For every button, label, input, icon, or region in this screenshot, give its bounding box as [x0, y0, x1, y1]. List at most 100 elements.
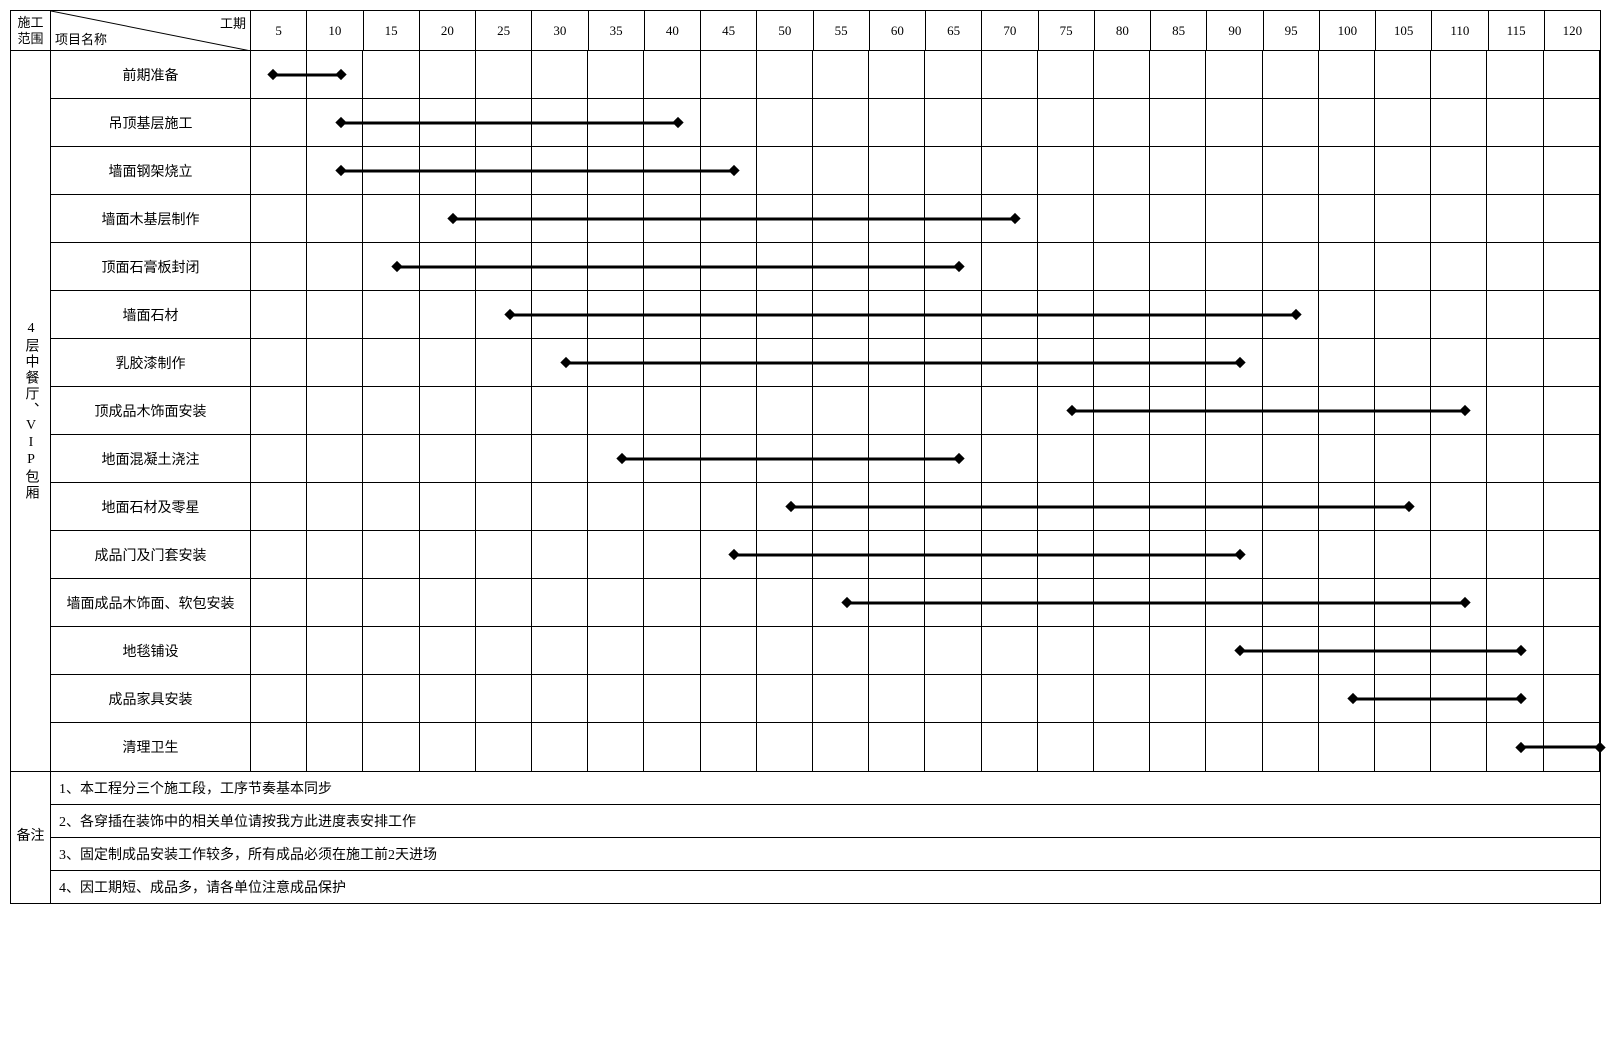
- grid-cell: [363, 339, 419, 386]
- grid-cell: [813, 723, 869, 771]
- grid-cell: [813, 675, 869, 722]
- grid-cell: [701, 99, 757, 146]
- grid-cell: [925, 627, 981, 674]
- grid-cell: [420, 339, 476, 386]
- grid-cell: [251, 483, 307, 530]
- grid-cell: [1487, 195, 1543, 242]
- grid-cell: [982, 675, 1038, 722]
- task-grid: [251, 723, 1600, 771]
- grid-cell: [476, 51, 532, 98]
- notes-area: 备注 1、本工程分三个施工段，工序节奏基本同步2、各穿插在装饰中的相关单位请按我…: [11, 771, 1600, 903]
- grid-cell: [1263, 147, 1319, 194]
- grid-cell: [307, 435, 363, 482]
- grid-cell: [363, 723, 419, 771]
- grid-cell: [1431, 99, 1487, 146]
- grid-cell: [307, 483, 363, 530]
- grid-cell: [307, 339, 363, 386]
- task-name-label: 墙面钢架烧立: [51, 147, 251, 194]
- grid-cell: [588, 51, 644, 98]
- grid-cell: [1263, 99, 1319, 146]
- day-header-cell: 35: [589, 11, 645, 50]
- task-name-label: 地毯铺设: [51, 627, 251, 674]
- grid-cell: [251, 243, 307, 290]
- grid-cell: [1263, 339, 1319, 386]
- grid-cell: [1319, 723, 1375, 771]
- task-name-label: 前期准备: [51, 51, 251, 98]
- grid-cell: [1487, 339, 1543, 386]
- gantt-bar: [1240, 649, 1521, 652]
- grid-cell: [1431, 51, 1487, 98]
- grid-cell: [532, 483, 588, 530]
- grid-cell: [363, 51, 419, 98]
- grid-cell: [982, 51, 1038, 98]
- grid-cell: [1544, 675, 1600, 722]
- day-header-cell: 100: [1320, 11, 1376, 50]
- grid-cell: [1094, 195, 1150, 242]
- grid-cell: [1431, 291, 1487, 338]
- gantt-chart: 施工范围 工期 项目名称 510152025303540455055606570…: [10, 10, 1601, 904]
- grid-cell: [813, 147, 869, 194]
- grid-cell: [1319, 531, 1375, 578]
- grid-cell: [307, 723, 363, 771]
- task-row: 前期准备: [51, 51, 1600, 99]
- grid-cell: [1544, 51, 1600, 98]
- day-header-cell: 30: [532, 11, 588, 50]
- gantt-bar: [341, 169, 734, 172]
- grid-cell: [1375, 51, 1431, 98]
- day-header-cell: 20: [420, 11, 476, 50]
- grid-cell: [420, 723, 476, 771]
- diag-top-label: 工期: [220, 13, 246, 32]
- grid-cell: [644, 579, 700, 626]
- grid-cell: [1206, 195, 1262, 242]
- grid-cell: [757, 723, 813, 771]
- note-row: 3、固定制成品安装工作较多，所有成品必须在施工前2天进场: [51, 838, 1600, 871]
- grid-cell: [1038, 435, 1094, 482]
- grid-cell: [476, 387, 532, 434]
- grid-cell: [476, 531, 532, 578]
- grid-cell: [813, 627, 869, 674]
- grid-cell: [1319, 291, 1375, 338]
- task-grid: [251, 627, 1600, 674]
- task-name-label: 成品门及门套安装: [51, 531, 251, 578]
- grid-cell: [1150, 147, 1206, 194]
- grid-cell: [1206, 243, 1262, 290]
- grid-cell: [1094, 147, 1150, 194]
- grid-cell: [1319, 435, 1375, 482]
- grid-cell: [251, 579, 307, 626]
- grid-cell: [1206, 675, 1262, 722]
- task-grid: [251, 243, 1600, 290]
- day-header-cell: 80: [1095, 11, 1151, 50]
- day-header-cell: 55: [814, 11, 870, 50]
- grid-cell: [982, 243, 1038, 290]
- gantt-bar: [273, 73, 340, 76]
- grid-cell: [1544, 483, 1600, 530]
- day-header-cell: 120: [1545, 11, 1600, 50]
- grid-cell: [1487, 579, 1543, 626]
- task-name-label: 墙面木基层制作: [51, 195, 251, 242]
- grid-cell: [1375, 147, 1431, 194]
- grid-cell: [982, 627, 1038, 674]
- grid-cell: [1431, 435, 1487, 482]
- grid-cell: [1319, 99, 1375, 146]
- task-name-label: 成品家具安装: [51, 675, 251, 722]
- grid-cell: [476, 579, 532, 626]
- grid-cell: [532, 675, 588, 722]
- grid-cell: [1487, 51, 1543, 98]
- grid-cell: [1150, 435, 1206, 482]
- task-grid: [251, 51, 1600, 98]
- grid-cell: [532, 435, 588, 482]
- tasks-column: 前期准备吊顶基层施工墙面钢架烧立墙面木基层制作顶面石膏板封闭墙面石材乳胶漆制作顶…: [51, 51, 1600, 771]
- day-header-cell: 45: [701, 11, 757, 50]
- grid-cell: [925, 675, 981, 722]
- grid-cell: [1038, 99, 1094, 146]
- grid-cell: [757, 99, 813, 146]
- grid-cell: [757, 579, 813, 626]
- task-grid: [251, 435, 1600, 482]
- task-grid: [251, 99, 1600, 146]
- grid-cell: [1375, 291, 1431, 338]
- grid-cell: [982, 147, 1038, 194]
- grid-cell: [869, 99, 925, 146]
- grid-cell: [701, 579, 757, 626]
- task-name-label: 地面混凝土浇注: [51, 435, 251, 482]
- note-row: 2、各穿插在装饰中的相关单位请按我方此进度表安排工作: [51, 805, 1600, 838]
